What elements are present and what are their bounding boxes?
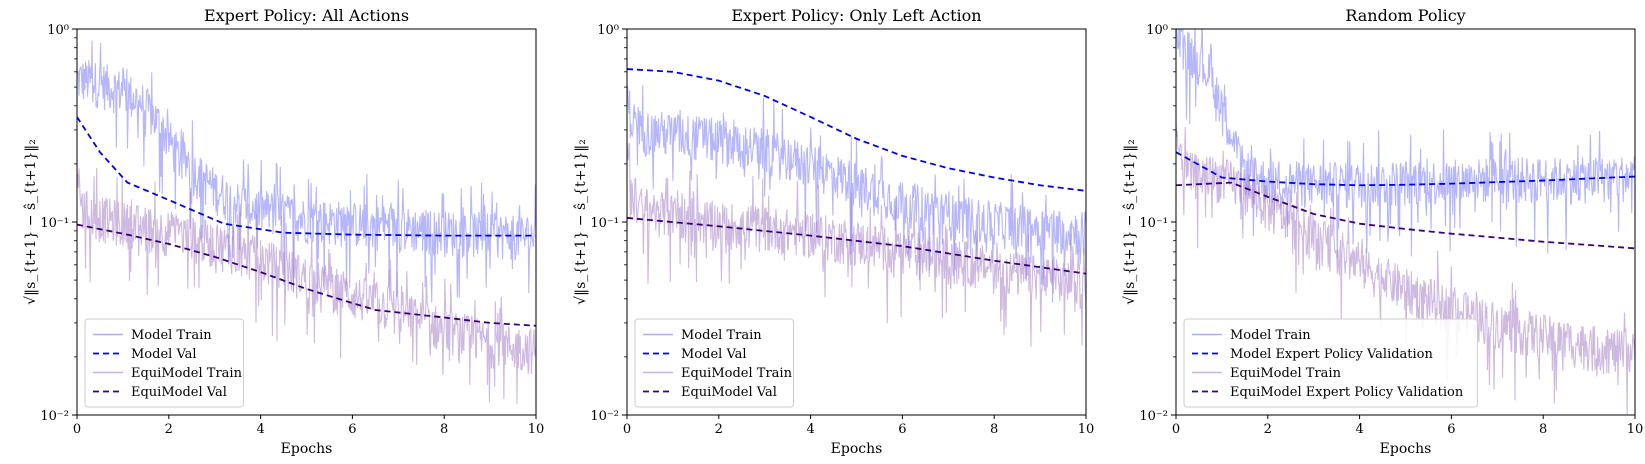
- series-line-2: [1176, 151, 1635, 187]
- x-tick-label: 2: [1264, 422, 1272, 437]
- legend-label: Model Val: [131, 347, 197, 362]
- series-line-3: [627, 141, 1086, 347]
- y-tick-label: 10⁻¹: [40, 216, 69, 231]
- chart-title: Expert Policy: Only Left Action: [731, 6, 981, 25]
- y-axis-label: √‖s_{t+1} − ŝ_{t+1}‖₂: [573, 139, 589, 305]
- x-axis-label: Epochs: [831, 441, 883, 457]
- x-tick-label: 4: [256, 422, 264, 437]
- y-tick-label: 10⁻²: [590, 409, 619, 424]
- y-tick-label: 10⁰: [1146, 23, 1168, 38]
- chart-title: Random Policy: [1345, 6, 1465, 25]
- x-tick-label: 8: [1539, 422, 1547, 437]
- y-axis-label: √‖s_{t+1} − ŝ_{t+1}‖₂: [23, 139, 39, 305]
- plot-area: [77, 40, 536, 404]
- chart-title: Expert Policy: All Actions: [204, 6, 409, 25]
- series-line-4: [1176, 181, 1635, 250]
- x-tick-label: 0: [1172, 422, 1180, 437]
- chart-panel-1: 0 2 4 6 8 10 10⁻² 10⁻¹ 10⁰ Expert Policy: All Act…: [23, 6, 544, 457]
- plot-area: [627, 68, 1086, 347]
- legend-label: EquiModel Train: [1230, 366, 1342, 381]
- x-tick-label: 0: [623, 422, 631, 437]
- series-line-3: [77, 167, 536, 404]
- y-tick-label: 10⁻¹: [1139, 216, 1168, 231]
- series-line-2: [627, 68, 1086, 192]
- legend-label: EquiModel Train: [131, 366, 243, 381]
- series-line-3: [1176, 120, 1635, 415]
- x-tick-label: 8: [990, 422, 998, 437]
- legend-label: EquiModel Expert Policy Validation: [1230, 385, 1464, 400]
- x-axis-label: Epochs: [281, 441, 333, 457]
- series-line-1: [77, 40, 536, 303]
- x-tick-label: 4: [1355, 422, 1363, 437]
- legend-label: Model Train: [1230, 328, 1311, 343]
- series-line-4: [77, 223, 536, 327]
- x-tick-label: 6: [1447, 422, 1455, 437]
- x-tick-label: 10: [1627, 422, 1644, 437]
- legend-box: [1183, 318, 1478, 408]
- legend-label: Model Train: [681, 328, 762, 343]
- legend-box: [634, 318, 794, 408]
- x-tick-label: 2: [715, 422, 723, 437]
- legend: Model Train Model Expert Policy Validatio…: [1183, 318, 1478, 408]
- x-tick-label: 4: [806, 422, 814, 437]
- series-line-1: [1176, 29, 1635, 259]
- legend-label: Model Expert Policy Validation: [1230, 347, 1434, 362]
- x-tick-label: 6: [898, 422, 906, 437]
- chart-panel-2: 0 2 4 6 8 10 10⁻² 10⁻¹ 10⁰ Expert Policy: Only Le…: [573, 6, 1094, 457]
- chart-panel-3: 0 2 4 6 8 10 10⁻² 10⁻¹ 10⁰ Random Policy Epochs √‖s…: [1122, 6, 1644, 457]
- legend: Model Train Model Val EquiModel Train EquiM…: [84, 318, 244, 408]
- legend-label: EquiModel Train: [681, 366, 793, 381]
- x-tick-label: 0: [73, 422, 81, 437]
- x-axis-label: Epochs: [1380, 441, 1432, 457]
- legend-label: Model Train: [131, 328, 212, 343]
- legend-label: EquiModel Val: [681, 385, 777, 400]
- legend-box: [84, 318, 244, 408]
- y-axis-label: √‖s_{t+1} − ŝ_{t+1}‖₂: [1122, 139, 1138, 305]
- y-tick-label: 10⁻¹: [590, 216, 619, 231]
- y-tick-label: 10⁻²: [40, 409, 69, 424]
- legend-label: Model Val: [681, 347, 747, 362]
- y-tick-label: 10⁻²: [1139, 409, 1168, 424]
- x-tick-label: 2: [165, 422, 173, 437]
- series-line-4: [627, 217, 1086, 275]
- x-tick-label: 8: [440, 422, 448, 437]
- legend-label: EquiModel Val: [131, 385, 227, 400]
- y-tick-label: 10⁰: [47, 23, 69, 38]
- y-tick-label: 10⁰: [597, 23, 619, 38]
- legend: Model Train Model Val EquiModel Train EquiM…: [634, 318, 794, 408]
- plot-area: [1176, 29, 1635, 415]
- x-tick-label: 10: [528, 422, 545, 437]
- x-tick-label: 6: [348, 422, 356, 437]
- series-line-2: [77, 116, 536, 237]
- x-tick-label: 10: [1078, 422, 1095, 437]
